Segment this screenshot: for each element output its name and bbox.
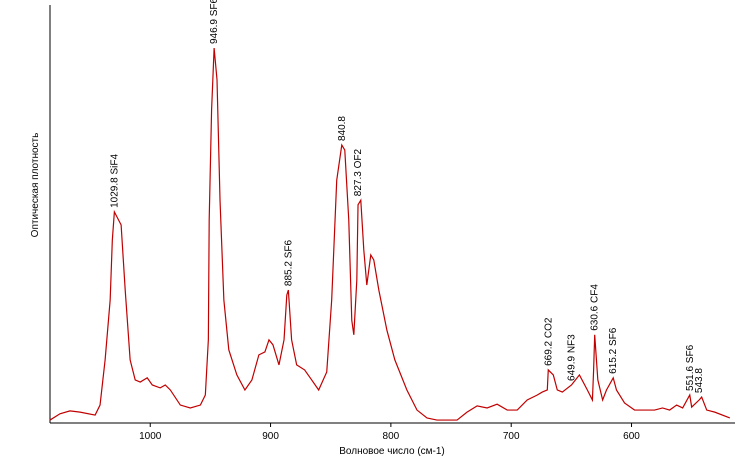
peak-label: 840.8 [337,116,348,141]
x-tick-label: 700 [503,431,520,442]
y-axis-label: Оптическая плотность [30,133,41,238]
peak-label: 649.9 NF3 [566,334,577,381]
peak-label: 543.8 [694,368,705,393]
peak-label: 1029.8 SiF4 [109,154,120,208]
peak-label: 946.9 SF6 [209,0,220,44]
peak-label: 551.6 SF6 [685,344,696,391]
x-tick-label: 800 [383,431,400,442]
peak-label: 630.6 CF4 [590,284,601,331]
peak-label: 669.2 CO2 [543,317,554,366]
peak-label: 827.3 OF2 [353,149,364,197]
spectrum-line [49,47,731,421]
x-axis-label: Волновое число (см-1) [339,446,445,457]
x-tick-label: 900 [262,431,279,442]
x-tick-label: 1000 [139,431,162,442]
peak-label: 615.2 SF6 [608,327,619,374]
x-tick-label: 600 [623,431,640,442]
peak-label: 885.2 SF6 [283,239,294,286]
